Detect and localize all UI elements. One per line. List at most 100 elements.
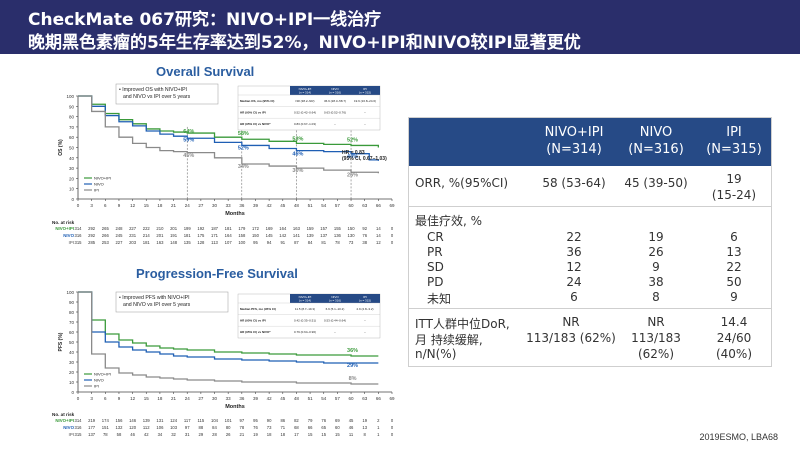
hr-note: HR = 0.83 <box>342 150 365 156</box>
col-header-nivo: NIVO (N=316) <box>628 125 684 157</box>
inset-cell: HR (95% CI) vs NIVO* <box>240 330 271 334</box>
risk-value: 130 <box>348 233 356 238</box>
bor-label: 最佳疗效, % <box>415 214 483 228</box>
x-tick-label: 15 <box>144 203 150 208</box>
risk-value: 187 <box>211 226 219 231</box>
orr-nivo: 45 (39-50) <box>624 176 688 190</box>
x-tick-label: 69 <box>389 203 395 208</box>
bor-cell: 8 <box>652 290 660 304</box>
risk-value: 46 <box>349 425 354 430</box>
risk-value: 46 <box>130 432 135 437</box>
risk-value: 11 <box>349 432 354 437</box>
y-tick-label: 40 <box>69 156 75 161</box>
km-curve-nivo <box>78 291 379 364</box>
risk-value: 19 <box>253 432 258 437</box>
risk-row-label: NIVO+IPI <box>55 418 74 423</box>
risk-value: 66 <box>308 425 313 430</box>
legend-label: IPI <box>94 188 99 193</box>
risk-value: 1 <box>377 432 380 437</box>
inset-cell: 19.9 (16.8–24.6) <box>354 99 376 103</box>
y-tick-label: 100 <box>66 94 74 99</box>
risk-value: 227 <box>115 240 123 245</box>
risk-value: 0 <box>391 425 394 430</box>
legend-label: NIVO <box>94 182 104 187</box>
risk-value: 69 <box>335 418 340 423</box>
risk-value: 139 <box>143 418 151 423</box>
survival-rate-label: 64% <box>183 129 194 135</box>
risk-value: 103 <box>170 425 178 430</box>
x-tick-label: 51 <box>308 396 314 401</box>
dor-ipi-n: 24/60 <box>716 331 752 345</box>
divider <box>409 308 771 309</box>
risk-value: 14 <box>376 233 381 238</box>
x-tick-label: 36 <box>239 203 245 208</box>
risk-value: 76 <box>253 425 258 430</box>
callout-box <box>115 291 229 313</box>
x-tick-label: 57 <box>335 203 341 208</box>
inset-cell: 11.5 (8.7–19.3) <box>295 307 315 311</box>
bor-cell: 13 <box>726 245 742 259</box>
dor-nivo-ipi-n: 113/183 (62%) <box>526 331 616 345</box>
inset-col-header: IPI <box>363 295 367 299</box>
risk-value: 18 <box>280 432 285 437</box>
inset-cell: 0.53 (0.44–0.64) <box>324 319 346 323</box>
dor-nivo-median: NR <box>647 315 665 329</box>
y-tick-label: 30 <box>69 166 75 171</box>
risk-value: 8 <box>364 432 367 437</box>
legend-label: IPI <box>94 384 99 389</box>
risk-value: 1 <box>377 425 380 430</box>
risk-value: 201 <box>170 226 178 231</box>
risk-value: 199 <box>184 226 192 231</box>
inset-cell: HR (95% CI) vs IPI <box>240 319 266 323</box>
risk-value: 219 <box>88 418 96 423</box>
inset-col-n: (n = 316) <box>329 298 341 302</box>
x-tick-label: 0 <box>77 396 80 401</box>
risk-value: 32 <box>171 432 176 437</box>
x-tick-label: 45 <box>280 203 286 208</box>
inset-cell: HR (95% CI) vs IPI <box>240 111 266 115</box>
risk-value: 124 <box>170 418 178 423</box>
bor-row-label: 未知 <box>427 292 452 306</box>
risk-value: 42 <box>144 432 149 437</box>
risk-value: 179 <box>238 226 246 231</box>
km-curve-nivo <box>78 95 379 161</box>
risk-value: 174 <box>102 418 110 423</box>
risk-value: 139 <box>307 233 315 238</box>
inset-cell: Median PFS, mo (95% CI) <box>240 307 276 311</box>
x-tick-label: 30 <box>212 203 218 208</box>
risk-value: 95 <box>253 240 258 245</box>
risk-value: 146 <box>129 418 137 423</box>
x-tick-label: 18 <box>157 396 163 401</box>
x-axis-label: Months <box>225 404 245 410</box>
callout-box <box>115 83 219 105</box>
x-tick-label: 63 <box>362 396 368 401</box>
risk-value: 12 <box>376 240 381 245</box>
legend-label: NIVO+IPI <box>94 176 111 181</box>
km-curve-nivo-ipi <box>78 291 379 357</box>
col-header-ipi: IPI (N=315) <box>706 125 762 157</box>
bor-cell: 22 <box>566 230 582 244</box>
risk-value: 131 <box>156 418 164 423</box>
risk-value: 65 <box>321 425 326 430</box>
y-tick-label: 60 <box>69 135 75 140</box>
risk-value: 135 <box>184 240 192 245</box>
risk-value: 84 <box>308 240 313 245</box>
title-banner: CheckMate 067研究：NIVO+IPI一线治疗 晚期黑色素瘤的5年生存… <box>0 0 800 54</box>
x-tick-label: 6 <box>104 203 107 208</box>
risk-value: 21 <box>239 432 244 437</box>
risk-value: 316 <box>75 233 83 238</box>
bor-cell: 9 <box>730 290 738 304</box>
bor-row-label: SD <box>427 260 444 274</box>
orr-ipi: 19 <box>726 172 742 186</box>
divider <box>409 206 771 207</box>
risk-value: 31 <box>185 432 190 437</box>
risk-value: 71 <box>280 425 285 430</box>
x-tick-label: 66 <box>376 396 382 401</box>
x-tick-label: 69 <box>389 396 395 401</box>
risk-value: 150 <box>252 233 260 238</box>
y-tick-label: 10 <box>69 187 75 192</box>
risk-value: 13 <box>362 425 367 430</box>
risk-value: 76 <box>321 418 326 423</box>
risk-value: 137 <box>88 432 96 437</box>
